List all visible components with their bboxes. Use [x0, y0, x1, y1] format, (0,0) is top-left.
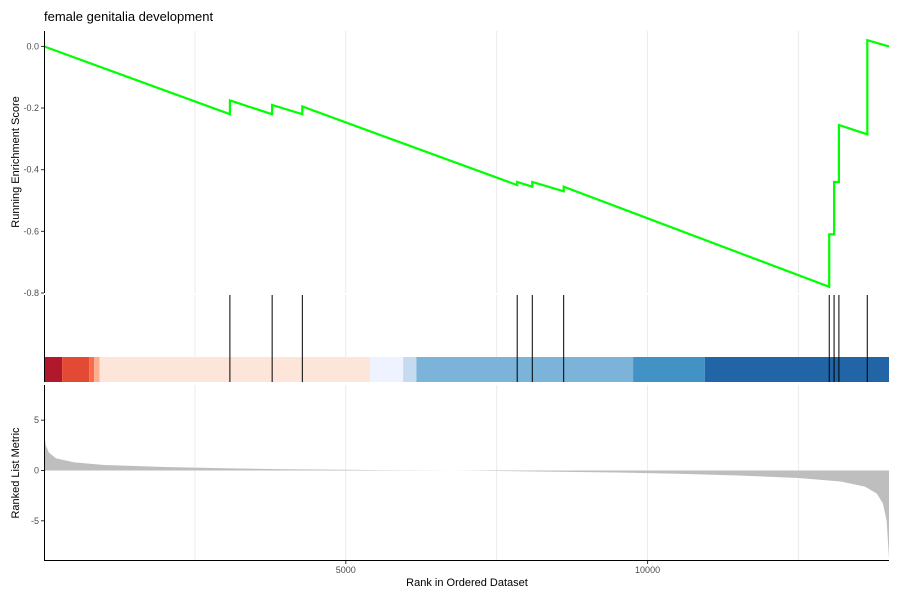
color-bar-segment: [633, 357, 705, 382]
y-tick-label: 0: [34, 465, 39, 475]
y-tick-label: -0.4: [23, 165, 39, 175]
running-score-y-label: Running Enrichment Score: [10, 96, 22, 227]
running-score-panel: 0.0 -0.2 -0.4 -0.6 -0.8 Running Enrichment S…: [10, 31, 890, 298]
running-score-y-ticks: 0.0 -0.2 -0.4 -0.6 -0.8: [23, 41, 44, 298]
y-tick-label: 0.0: [26, 41, 39, 51]
x-axis-label: Rank in Ordered Dataset: [406, 577, 528, 589]
y-tick-label: 5: [34, 415, 39, 425]
color-bar-segment: [94, 357, 100, 382]
ranked-metric-y-ticks: 5 0 -5: [31, 415, 44, 526]
y-tick-label: -0.6: [23, 226, 39, 236]
ranked-metric-y-label: Ranked List Metric: [10, 427, 22, 519]
x-tick-label: 10000: [635, 565, 660, 575]
color-bar-segment: [89, 357, 95, 382]
color-bar-segment: [44, 357, 63, 382]
color-bar-segment: [403, 357, 417, 382]
y-tick-label: -0.2: [23, 103, 39, 113]
color-bar-segment: [369, 357, 404, 382]
hits-grid: [194, 295, 799, 357]
hits-panel: [44, 295, 889, 382]
gene-hits: [229, 295, 868, 382]
x-ticks: 5000 10000: [336, 561, 660, 575]
ranked-metric-area: [44, 432, 889, 558]
color-bar-segment: [704, 357, 889, 382]
y-tick-label: -0.8: [23, 288, 39, 298]
color-bar-segment: [62, 357, 90, 382]
y-tick-label: -5: [31, 516, 39, 526]
ranked-metric-panel: 5 0 -5 5000 10000 Ranked List Metric Rank i…: [10, 385, 889, 589]
running-score-line: [43, 38, 890, 289]
chart-title: female genitalia development: [44, 9, 213, 24]
rank-color-bar: [44, 357, 889, 382]
color-bar-segment: [99, 357, 370, 382]
color-bar-segment: [416, 357, 634, 382]
running-score-grid: [194, 31, 799, 293]
x-tick-label: 5000: [336, 565, 356, 575]
